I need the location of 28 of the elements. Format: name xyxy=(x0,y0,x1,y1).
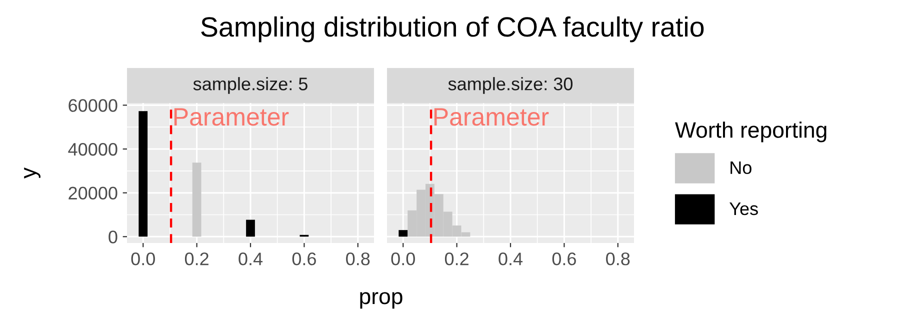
y-tick-label: 20000 xyxy=(68,186,118,200)
chart-subtitle: sample.size: 30 xyxy=(448,77,573,94)
x-tick-label: 0.8 xyxy=(346,252,370,266)
legend-label: No xyxy=(730,161,752,174)
x-tick-label: 0.4 xyxy=(238,252,263,266)
x-tick-label: 0.4 xyxy=(498,252,523,266)
bar xyxy=(246,220,255,237)
bar xyxy=(192,162,202,237)
text: Sampling distribution of COA faculty ratio xyxy=(201,16,704,42)
y-tick-label: 0 xyxy=(108,230,118,244)
legend-title: Worth reporting xyxy=(675,122,826,142)
y-tick-label: 40000 xyxy=(68,142,118,156)
ref-line-label: Parameter xyxy=(174,108,289,126)
x-axis-title: prop xyxy=(360,292,402,309)
x-tick-label: 0.2 xyxy=(444,252,468,266)
y-axis-title: y xyxy=(24,167,40,178)
legend-label: Yes xyxy=(730,202,758,216)
x-tick-label: 0.8 xyxy=(606,252,630,266)
bar xyxy=(138,111,148,237)
bar xyxy=(398,230,408,237)
x-tick-label: 0.6 xyxy=(552,252,576,266)
x-tick-label: 0.2 xyxy=(184,252,208,266)
x-tick-label: 0.6 xyxy=(292,252,316,266)
x-tick-label: 0.0 xyxy=(391,252,415,266)
ref-line-label: Parameter xyxy=(434,108,549,126)
y-tick-label: 60000 xyxy=(68,99,118,112)
x-tick-label: 0.0 xyxy=(131,252,155,266)
chart-subtitle: sample.size: 5 xyxy=(193,77,308,94)
